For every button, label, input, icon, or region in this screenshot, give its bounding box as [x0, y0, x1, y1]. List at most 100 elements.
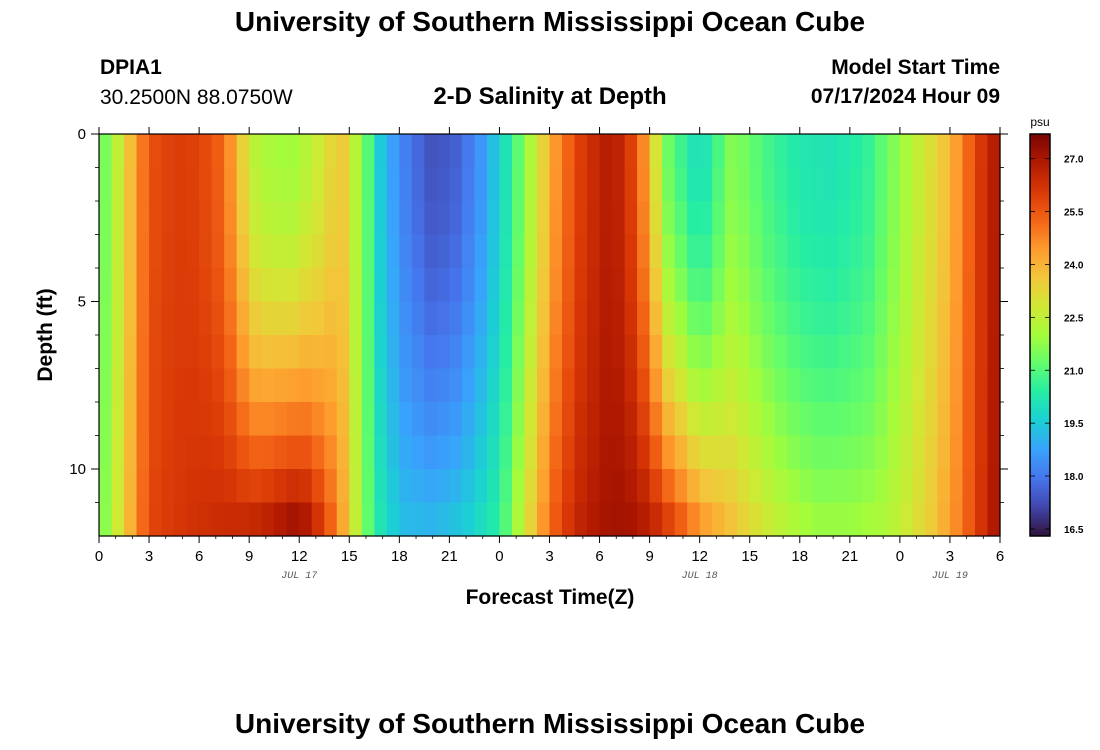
- heatmap-cell: [399, 402, 413, 437]
- heatmap-cell: [774, 268, 788, 303]
- heatmap-cell: [562, 301, 576, 336]
- heatmap-cell: [949, 301, 964, 336]
- heatmap-cell: [699, 201, 713, 236]
- heatmap-cell: [724, 435, 738, 470]
- heatmap-cell: [536, 368, 551, 403]
- heatmap-cell: [136, 368, 150, 403]
- heatmap-cell: [837, 368, 851, 403]
- heatmap-cell: [799, 268, 813, 303]
- heatmap-cell: [436, 435, 450, 470]
- heatmap-cell: [774, 335, 788, 370]
- heatmap-cell: [486, 201, 501, 236]
- heatmap-cell: [274, 335, 288, 370]
- heatmap-cell: [837, 335, 851, 370]
- heatmap-cell: [261, 402, 275, 437]
- heatmap-cell: [862, 469, 876, 504]
- heatmap-cell: [962, 435, 976, 470]
- heatmap-cell: [787, 335, 801, 370]
- heatmap-cell: [474, 268, 488, 303]
- heatmap-cell: [261, 502, 275, 537]
- heatmap-cell: [499, 301, 513, 336]
- heatmap-cell: [449, 469, 463, 504]
- heatmap-cell: [662, 368, 676, 403]
- heatmap-cell: [249, 502, 263, 537]
- heatmap-cell: [186, 435, 200, 470]
- heatmap-cell: [249, 301, 263, 336]
- heatmap-cell: [574, 435, 588, 470]
- heatmap-cell: [974, 134, 989, 169]
- heatmap-cell: [549, 402, 563, 437]
- heatmap-cell: [699, 234, 713, 269]
- heatmap-cell: [236, 435, 250, 470]
- heatmap-cell: [349, 268, 363, 303]
- heatmap-cell: [837, 435, 851, 470]
- heatmap-cell: [186, 301, 200, 336]
- heatmap-cell: [587, 469, 601, 504]
- heatmap-cell: [837, 234, 851, 269]
- heatmap-cell: [274, 301, 288, 336]
- heatmap-cell: [486, 502, 501, 537]
- heatmap-cell: [336, 368, 350, 403]
- heatmap-cell: [286, 234, 300, 269]
- heatmap-cell: [599, 134, 613, 169]
- heatmap-cell: [474, 134, 488, 169]
- heatmap-cell: [236, 268, 250, 303]
- heatmap-cell: [236, 201, 250, 236]
- heatmap-cell: [286, 502, 300, 537]
- heatmap-cell: [649, 435, 663, 470]
- heatmap-cell: [562, 435, 576, 470]
- y-tick-label: 10: [69, 461, 86, 478]
- heatmap-cell: [824, 134, 838, 169]
- heatmap-cell: [987, 402, 1001, 437]
- heatmap-cell: [649, 368, 663, 403]
- heatmap-cell: [849, 268, 863, 303]
- heatmap-cell: [361, 402, 375, 437]
- heatmap-cell: [511, 268, 526, 303]
- heatmap-cell: [136, 402, 150, 437]
- heatmap-cell: [99, 268, 113, 303]
- heatmap-cell: [612, 502, 626, 537]
- heatmap-cell: [261, 301, 275, 336]
- x-date-label: JUL 19: [932, 571, 968, 582]
- heatmap-cell: [386, 268, 400, 303]
- heatmap-cell: [499, 234, 513, 269]
- heatmap-cell: [336, 134, 350, 169]
- heatmap-cell: [249, 134, 263, 169]
- heatmap-cell: [712, 167, 726, 202]
- heatmap-cell: [436, 335, 450, 370]
- heatmap-cell: [874, 167, 888, 202]
- heatmap-cell: [124, 335, 138, 370]
- heatmap-cell: [549, 268, 563, 303]
- heatmap-cell: [311, 469, 325, 504]
- heatmap-cell: [687, 167, 701, 202]
- heatmap-cell: [174, 201, 188, 236]
- heatmap-cell: [949, 435, 964, 470]
- heatmap-cell: [436, 301, 450, 336]
- heatmap-cell: [687, 301, 701, 336]
- heatmap-cell: [887, 435, 901, 470]
- heatmap-cell: [574, 502, 588, 537]
- heatmap-cell: [399, 201, 413, 236]
- heatmap-cell: [599, 469, 613, 504]
- heatmap-cell: [111, 435, 125, 470]
- heatmap-cell: [624, 368, 638, 403]
- heatmap-cell: [511, 234, 526, 269]
- heatmap-cell: [411, 268, 425, 303]
- heatmap-cell: [649, 134, 663, 169]
- x-tick-label: 0: [95, 548, 103, 565]
- heatmap-cell: [274, 402, 288, 437]
- heatmap-cell: [824, 502, 838, 537]
- heatmap-cell: [274, 167, 288, 202]
- heatmap-cell: [874, 134, 888, 169]
- heatmap-cell: [524, 502, 538, 537]
- heatmap-cell: [474, 335, 488, 370]
- x-axis: 0 3 6 9 12 15 18 21 0 3 6 9 12 15 18 21 0 3 6 JUL 17 JUL 18 J…: [95, 127, 1004, 582]
- heatmap-cell: [549, 201, 563, 236]
- heatmap-cell: [799, 201, 813, 236]
- heatmap-cell: [474, 368, 488, 403]
- heatmap-cell: [887, 268, 901, 303]
- heatmap-cell: [849, 201, 863, 236]
- heatmap-cell: [524, 469, 538, 504]
- heatmap-cell: [687, 502, 701, 537]
- heatmap-cell: [199, 402, 213, 437]
